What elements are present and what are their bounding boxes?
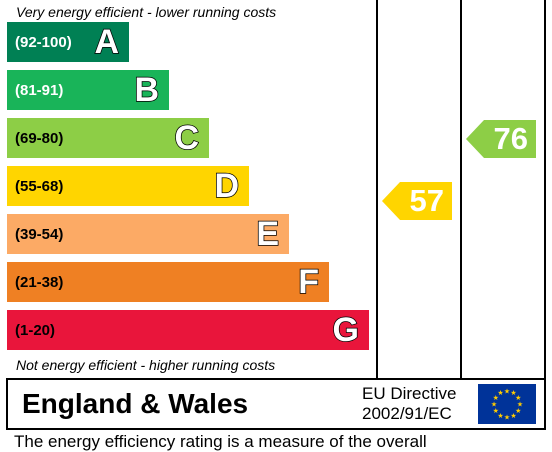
band-e-letter: E <box>256 214 280 254</box>
flag-star: ★ <box>504 414 510 422</box>
flag-star: ★ <box>497 412 503 420</box>
flag-star: ★ <box>493 394 499 402</box>
bottom-caption: Not energy efficient - higher running co… <box>16 357 276 373</box>
epc-chart: Very energy efficient - lower running co… <box>6 0 548 430</box>
band-c-range: (69-80) <box>15 129 64 147</box>
band-d: (55-68) D <box>7 166 249 206</box>
flag-star: ★ <box>510 389 516 397</box>
flag-star: ★ <box>497 389 503 397</box>
band-a: (92-100) A <box>7 22 129 62</box>
band-a-range: (92-100) <box>15 33 72 51</box>
eu-directive: EU Directive 2002/91/EC <box>362 384 456 424</box>
current-rating-value: 57 <box>409 183 444 218</box>
band-e-range: (39-54) <box>15 225 64 243</box>
bottom-text: The energy efficiency rating is a measur… <box>14 432 427 451</box>
eu-flag-icon: ★ ★ ★ ★ ★ ★ ★ ★ ★ ★ ★ ★ <box>478 384 536 424</box>
band-g: (1-20) G <box>7 310 369 350</box>
band-b-range: (81-91) <box>15 81 64 99</box>
flag-star: ★ <box>510 412 516 420</box>
directive-line2: 2002/91/EC <box>362 404 452 423</box>
band-a-letter: A <box>94 22 120 62</box>
top-caption: Very energy efficient - lower running co… <box>16 4 277 20</box>
band-b-letter: B <box>134 70 160 110</box>
band-f: (21-38) F <box>7 262 329 302</box>
flag-star: ★ <box>491 401 497 409</box>
footer: England & Wales EU Directive 2002/91/EC … <box>6 380 546 430</box>
band-f-range: (21-38) <box>15 273 64 291</box>
potential-rating-value: 76 <box>493 121 528 156</box>
band-b: (81-91) B <box>7 70 169 110</box>
divider-right <box>544 0 546 380</box>
band-g-range: (1-20) <box>15 321 56 339</box>
band-c: (69-80) C <box>7 118 209 158</box>
divider-potential <box>460 0 462 380</box>
directive-line1: EU Directive <box>362 384 457 403</box>
flag-star: ★ <box>517 401 523 409</box>
potential-rating-arrow: 76 <box>466 120 536 158</box>
chart-frame: Very energy efficient - lower running co… <box>6 0 546 380</box>
band-c-letter: C <box>174 118 200 158</box>
divider-bottom <box>6 378 546 380</box>
band-d-range: (55-68) <box>15 177 64 195</box>
band-g-letter: G <box>332 310 360 350</box>
flag-star: ★ <box>504 388 510 396</box>
band-f-letter: F <box>297 262 319 302</box>
divider-current <box>376 0 378 380</box>
current-rating-arrow: 57 <box>382 182 452 220</box>
flag-star: ★ <box>515 394 521 402</box>
flag-star: ★ <box>515 407 521 415</box>
band-d-letter: D <box>214 166 240 206</box>
flag-star: ★ <box>493 407 499 415</box>
region-label: England & Wales <box>22 388 249 419</box>
band-e: (39-54) E <box>7 214 289 254</box>
